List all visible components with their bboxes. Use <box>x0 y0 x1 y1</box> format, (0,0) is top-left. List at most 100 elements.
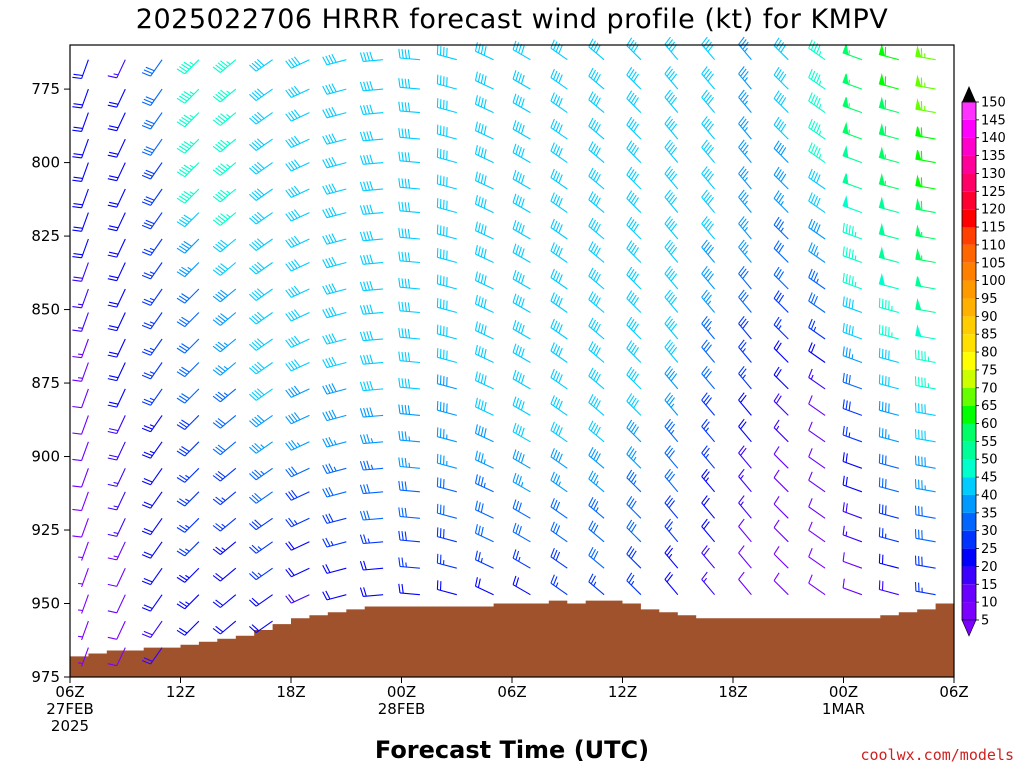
barb-flag <box>705 170 712 179</box>
barb-staff <box>915 437 936 443</box>
barb-flag <box>285 339 292 348</box>
barb-flag <box>256 311 265 319</box>
wind-barb-h19-p929 <box>398 530 420 543</box>
barb-flag <box>107 610 117 614</box>
barb-flag <box>590 449 596 458</box>
barb-flag <box>254 442 262 451</box>
barb-staff <box>701 426 716 443</box>
wind-barb-h3-p886 <box>107 415 126 435</box>
colorbar-label: 130 <box>981 167 1006 182</box>
barb-flag <box>179 145 188 152</box>
barb-half-flag <box>189 114 195 119</box>
barb-flag <box>593 295 599 305</box>
barb-flag <box>483 149 487 159</box>
colorbar-segment <box>962 512 976 531</box>
barb-staff <box>701 146 716 163</box>
barb-flag <box>630 221 637 230</box>
wind-barb-h35-p809 <box>701 166 716 190</box>
colorbar-segment <box>962 459 976 478</box>
wind-barb-h47-p938 <box>914 555 936 569</box>
barb-staff <box>255 362 273 375</box>
barb-flag <box>810 320 816 330</box>
barb-staff <box>701 502 716 519</box>
barb-flag <box>703 168 710 177</box>
wind-barb-h41-p843 <box>808 268 826 290</box>
colorbar-label: 105 <box>981 256 1006 271</box>
barb-flag <box>107 278 117 282</box>
wind-barb-h13-p843 <box>285 285 310 298</box>
barb-staff <box>550 350 568 363</box>
barb-half-flag <box>149 371 155 375</box>
wind-barb-h9-p929 <box>212 541 237 556</box>
wind-barb-h41-p860 <box>808 318 826 340</box>
barb-flag <box>483 298 487 309</box>
wind-barb-h7-p860 <box>176 338 200 354</box>
barb-staff <box>184 517 200 533</box>
barb-flag <box>143 248 153 254</box>
barb-staff <box>808 556 826 569</box>
barb-staff <box>512 49 531 61</box>
wind-barb-h33-p921 <box>664 495 679 519</box>
wind-barb-h43-p929 <box>842 525 863 543</box>
barb-flag <box>322 465 328 474</box>
barb-flag <box>483 199 487 209</box>
barb-flag <box>256 88 265 96</box>
barb-staff <box>363 188 384 192</box>
barb-staff <box>184 288 200 304</box>
barb-half-flag <box>367 538 371 544</box>
barb-flag <box>254 416 262 424</box>
barb-flag <box>703 291 710 300</box>
barb-flag <box>143 501 153 507</box>
barb-flag <box>520 401 525 411</box>
wind-barb-h43-p868 <box>842 346 863 364</box>
wind-barb-h21-p877 <box>436 374 457 390</box>
barb-staff <box>738 579 752 596</box>
barb-flag <box>593 171 599 181</box>
barb-flag <box>477 452 481 462</box>
barb-half-flag <box>78 609 83 612</box>
wind-barb-h31-p826 <box>626 216 642 240</box>
barb-flag <box>176 97 186 104</box>
wind-barb-h45-p886 <box>878 400 899 416</box>
wind-barb-h37-p912 <box>738 468 752 493</box>
barb-flag <box>590 549 596 558</box>
barb-flag <box>322 135 328 145</box>
wind-barb-h5-p877 <box>141 388 163 406</box>
barb-flag <box>595 323 601 333</box>
barb-flag <box>701 571 708 580</box>
barb-flag <box>179 627 188 634</box>
barb-flag <box>331 283 337 292</box>
colorbar-segment <box>962 423 976 442</box>
wind-barb-h29-p929 <box>588 520 605 543</box>
barb-flag <box>108 454 119 458</box>
wind-barb-h5-p956 <box>141 620 163 639</box>
wind-barb-h27-p800 <box>550 142 568 164</box>
barb-staff <box>220 441 237 456</box>
barb-half-flag <box>483 459 486 465</box>
barb-flag <box>359 534 364 544</box>
wind-barb-h41-p938 <box>808 547 826 569</box>
barb-staff <box>326 594 347 601</box>
barb-pennant <box>915 45 922 58</box>
barb-flag <box>176 297 186 304</box>
barb-flag <box>701 339 708 348</box>
wind-barb-h25-p860 <box>512 320 531 340</box>
barb-flag <box>141 607 151 612</box>
wind-barb-h33-p775 <box>664 66 679 90</box>
wind-barb-h11-p800 <box>249 161 273 175</box>
wind-barb-h29-p809 <box>588 167 605 190</box>
barb-half-flag <box>370 464 374 470</box>
barb-staff <box>399 489 420 493</box>
barb-staff <box>81 468 89 488</box>
barb-flag <box>73 126 83 129</box>
barb-flag <box>633 323 639 332</box>
barb-flag <box>515 450 520 461</box>
barb-flag <box>331 356 337 366</box>
barb-flag <box>176 477 186 483</box>
barb-flag <box>359 231 364 241</box>
barb-flag <box>480 247 484 257</box>
barb-staff <box>664 426 679 443</box>
barb-flag <box>107 154 117 158</box>
colorbar-segment <box>962 191 976 210</box>
barb-flag <box>593 271 599 281</box>
